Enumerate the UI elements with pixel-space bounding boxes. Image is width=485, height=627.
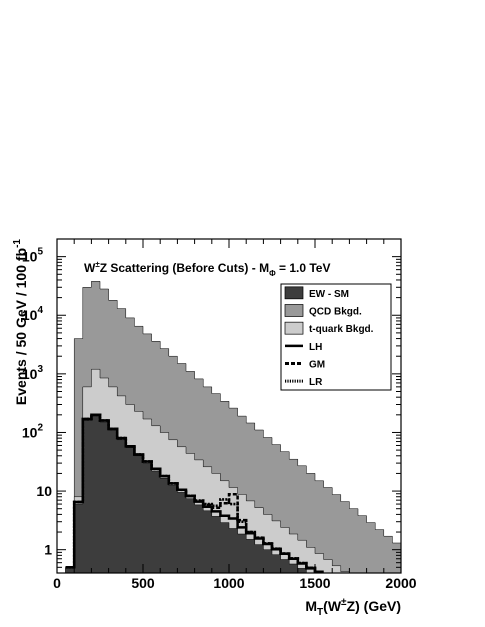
legend-label: QCD Bkgd.: [309, 307, 362, 318]
chart-title-part-main: Z Scattering (Before Cuts) - M: [100, 261, 269, 275]
x-tick-label: 1000: [213, 575, 244, 591]
y-axis-title-sup: -1: [12, 239, 23, 248]
legend-entry: LR: [285, 377, 323, 388]
chart-title-part-w: W: [84, 261, 96, 275]
chart-title: W±Z Scattering (Before Cuts) - MΦ = 1.0 …: [84, 260, 330, 278]
x-axis-title-sup: ±: [341, 597, 347, 608]
legend-label: EW - SM: [309, 289, 349, 300]
ticks-layer: [56, 238, 402, 574]
legend-entry: EW - SM: [284, 286, 349, 300]
legend-box: [280, 283, 392, 391]
tick-labels-layer: 0 500 1000 1500 2000 1 10 102 103 104 105: [22, 247, 417, 591]
histogram-layer: [65, 281, 402, 574]
legend-label: LH: [309, 342, 322, 353]
x-tick-label: 0: [53, 575, 61, 591]
legend-label: GM: [309, 360, 325, 371]
x-axis-title-open: (W: [323, 598, 342, 614]
y-tick-label: 105: [22, 247, 44, 265]
y-tick-label: 10: [36, 483, 52, 499]
y-axis-title-text: Events / 50 GeV / 100 fb: [13, 248, 29, 405]
x-tick-label: 1500: [299, 575, 330, 591]
legend-label: LR: [309, 377, 323, 388]
x-axis-title: MT(W±Z) (GeV): [305, 597, 401, 618]
legend-label: t-quark Bkgd.: [309, 324, 374, 335]
x-axis-title-m: M: [305, 598, 317, 614]
x-tick-label: 500: [131, 575, 155, 591]
x-axis-title-close: Z) (GeV): [347, 598, 401, 614]
legend: EW - SM QCD Bkgd. t-quark Bkgd. LH GM LR: [280, 283, 392, 391]
legend-swatch: [284, 286, 304, 300]
hist-ew-sm: [65, 415, 315, 574]
y-tick-label: 102: [22, 422, 44, 440]
legend-entry: LH: [285, 342, 322, 353]
legend-entry: GM: [285, 360, 325, 371]
chart-title-sub: Φ: [269, 269, 276, 278]
chart-title-sup: ±: [95, 260, 100, 269]
legend-entry: t-quark Bkgd.: [284, 321, 374, 335]
y-tick-label: 103: [22, 364, 44, 382]
x-tick-label: 2000: [385, 575, 416, 591]
y-tick-label: 104: [22, 305, 44, 323]
x-axis-title-sub: T: [317, 607, 323, 618]
legend-swatch: [284, 304, 304, 317]
chart-title-tail: = 1.0 TeV: [276, 261, 331, 275]
hist-lh: [65, 413, 324, 574]
legend-entry: QCD Bkgd.: [284, 304, 362, 318]
y-axis-title: Events / 50 GeV / 100 fb-1: [12, 239, 29, 406]
legend-swatch: [284, 321, 304, 335]
y-tick-label: 1: [44, 542, 52, 558]
